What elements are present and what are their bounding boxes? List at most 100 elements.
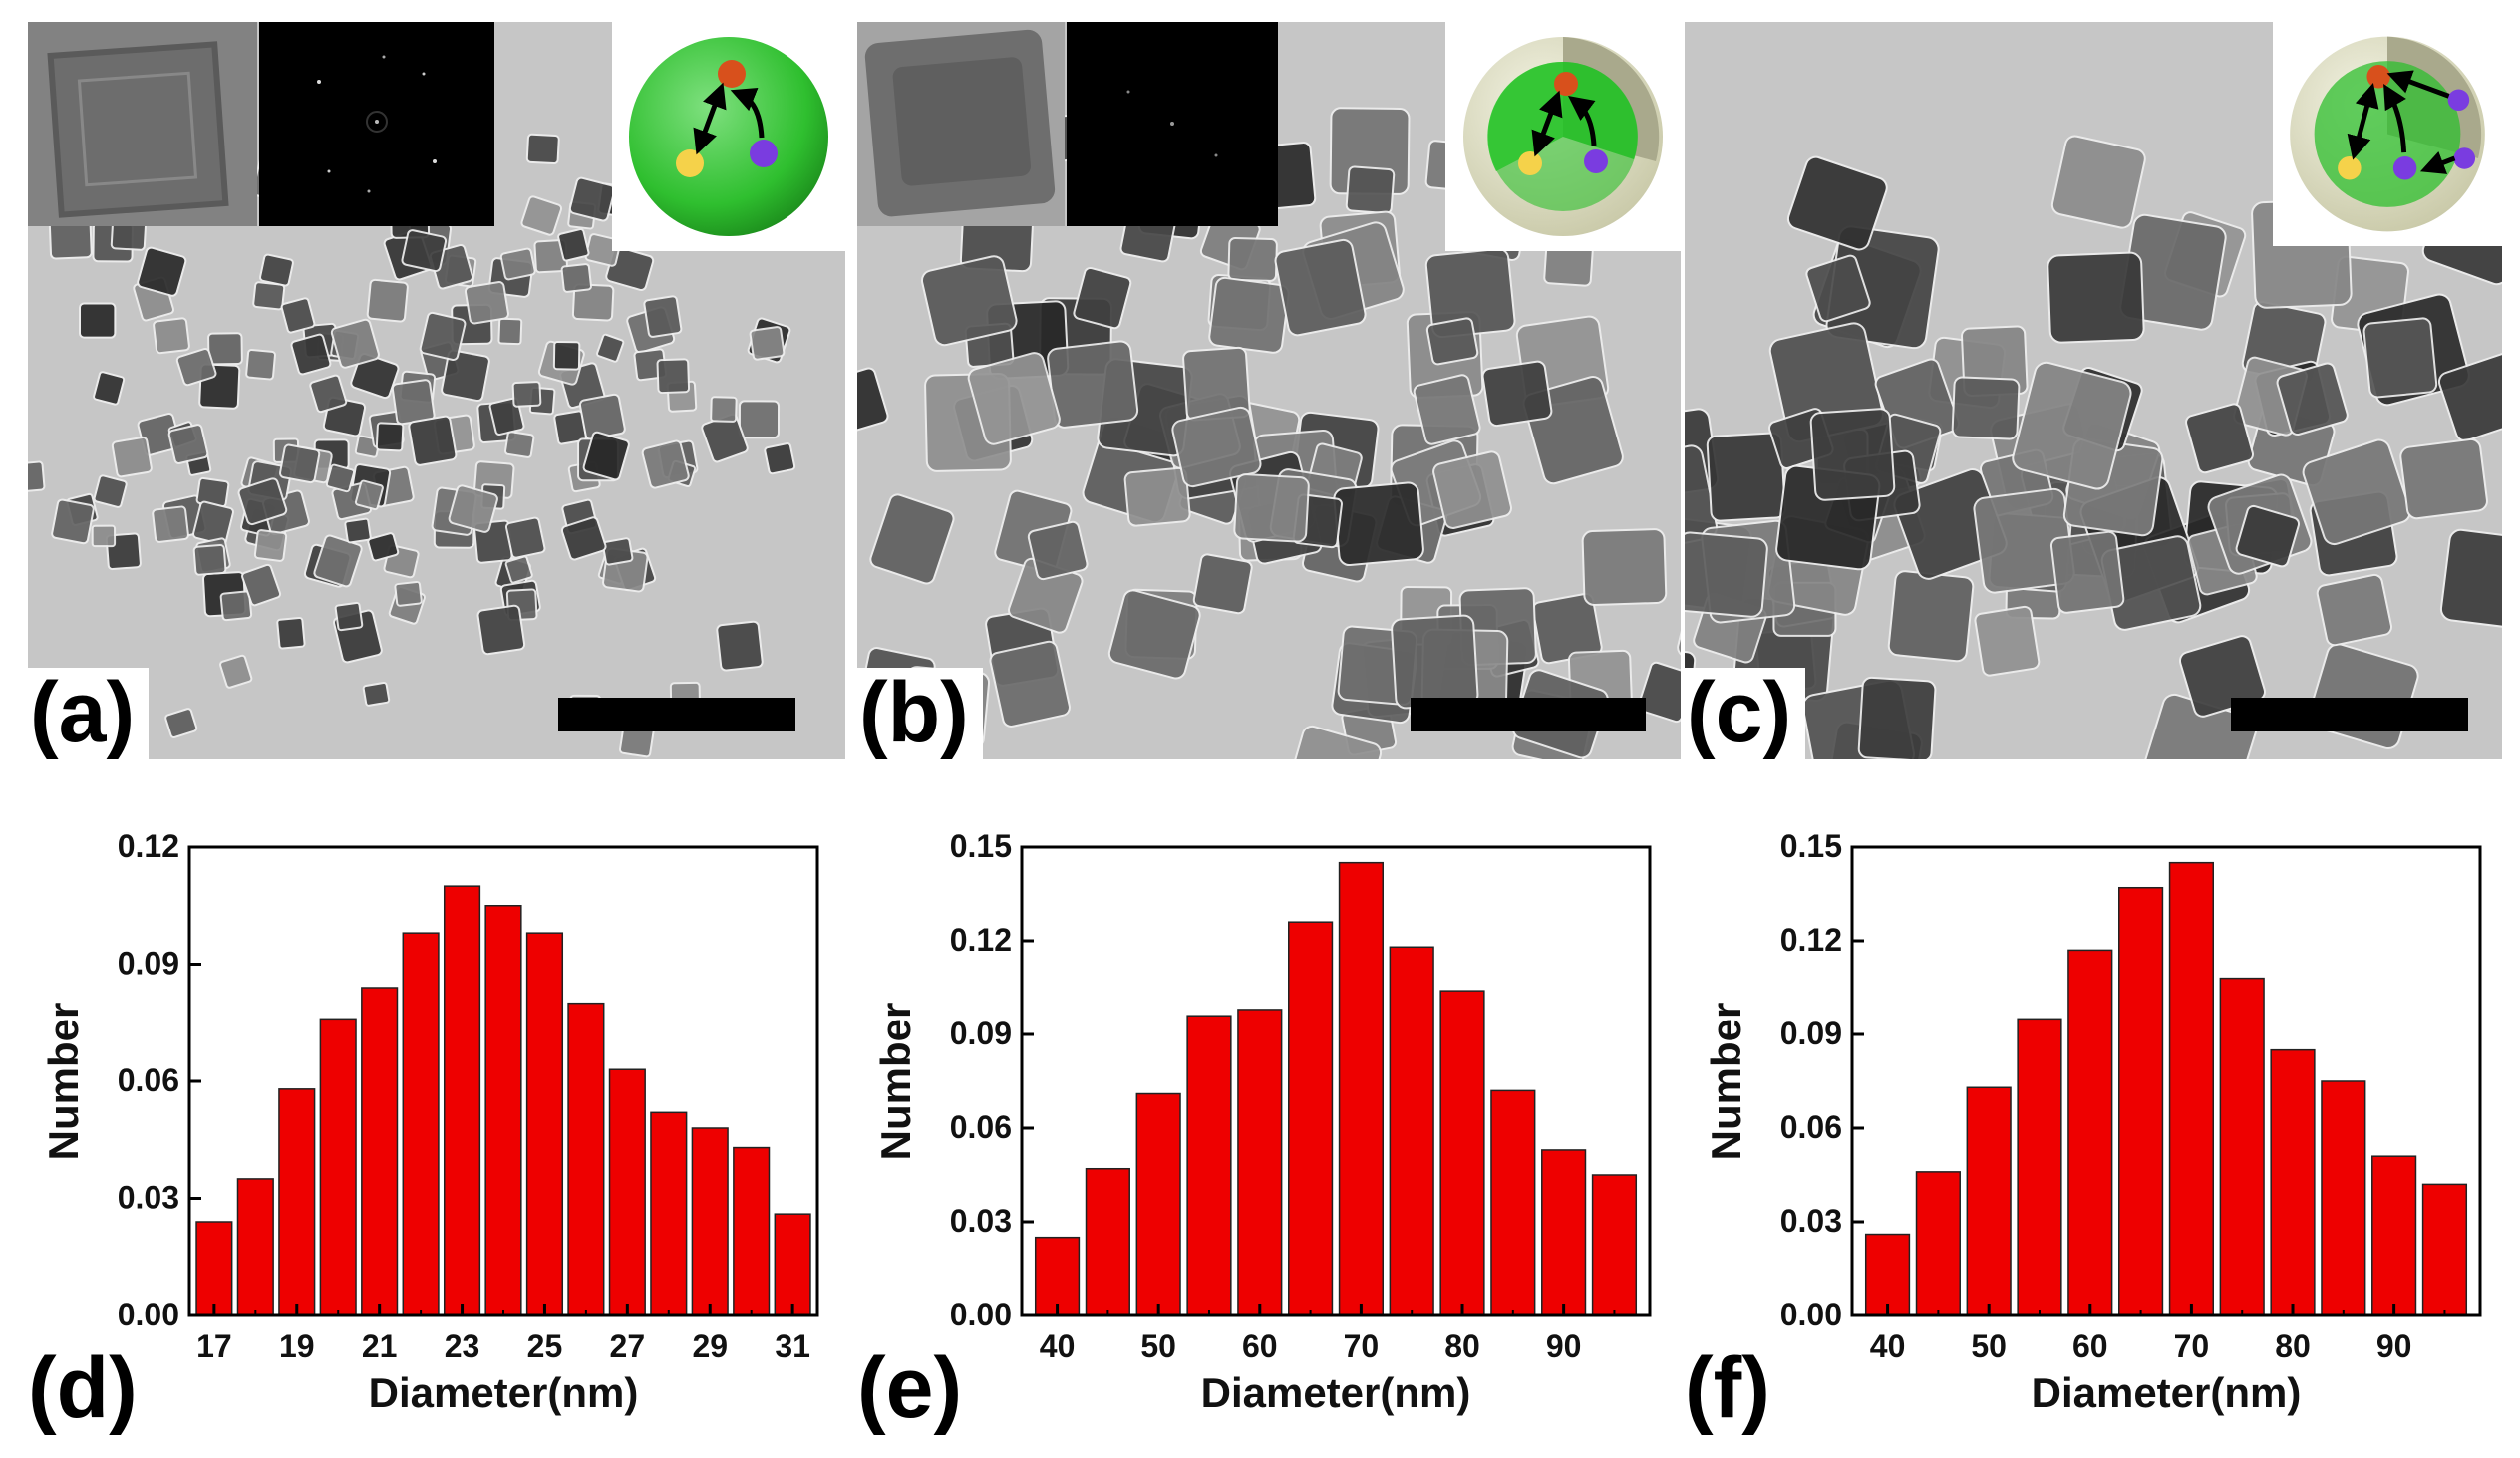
nanoparticle [2437,352,2502,442]
nanoparticle [1413,374,1481,445]
nanoparticle [237,477,288,526]
nanoparticle [596,333,625,363]
nanoparticle [568,176,616,222]
y-axis-label: Number [872,1003,919,1161]
histogram-bar [2017,1018,2062,1316]
histogram-bar [1034,1236,1081,1316]
histogram-bar [1915,1171,1961,1316]
yellow-dot [2338,156,2362,180]
nanoparticle [1887,570,1975,663]
nanoparticle [391,379,436,426]
histogram-bar [2321,1080,2366,1316]
histogram-bar [1288,921,1334,1316]
x-tick-label: 23 [445,1328,480,1364]
nanoparticle [309,374,348,414]
migration-arrow [730,87,765,139]
diffraction-inset-a [259,22,494,226]
y-axis-label: Number [40,1003,87,1161]
nanoparticle [2399,437,2488,520]
y-tick-label: 0.15 [1780,828,1842,864]
histogram-bar [774,1213,811,1316]
x-axis-label: Diameter(nm) [2032,1369,2302,1416]
histogram-bar [2168,861,2215,1316]
nanoparticle [1951,376,2021,440]
histogram-bar [567,1002,605,1316]
nanoparticle [656,358,691,395]
nanoparticle [164,708,198,738]
x-tick-label: 70 [1344,1328,1380,1364]
x-tick-label: 29 [692,1328,728,1364]
nanoparticle [330,318,380,369]
x-tick-label: 31 [775,1328,810,1364]
y-tick-label: 0.06 [950,1109,1012,1145]
y-tick-label: 0.06 [118,1062,179,1098]
nanoparticle [1809,408,1896,501]
nanoparticle [552,340,581,371]
nanoparticle [219,654,253,689]
scale-bar-c [2231,698,2468,731]
y-tick-label: 0.03 [950,1203,1012,1239]
histogram-bar [733,1146,771,1316]
nanoparticle [749,326,786,361]
nanoparticle [1027,520,1089,581]
x-tick-label: 25 [527,1328,563,1364]
nanoparticle [51,498,95,545]
x-tick-label: 17 [196,1328,232,1364]
nanoparticle [241,563,282,607]
yellow-dot [1518,151,1542,175]
nanoparticle [1432,450,1512,529]
nanoparticle [1391,614,1479,710]
histogram-bar [236,1178,274,1316]
nanoparticle [253,529,288,562]
hrtem-inset-b [857,22,1065,226]
nanoparticle [1637,661,1681,724]
histogram-bar [1591,1174,1638,1316]
nanoparticle [153,317,190,355]
hrtem-inset-a [28,22,257,226]
nanoparticle [557,228,590,262]
y-tick-label: 0.09 [950,1016,1012,1051]
nanoparticle [408,415,458,466]
orange-dot [1554,72,1578,96]
nanoparticle [375,422,405,452]
y-tick-label: 0.12 [1780,922,1842,958]
x-tick-label: 90 [1546,1328,1582,1364]
nanoparticle [366,278,409,323]
nanoparticle [601,537,634,566]
nanoparticle [93,474,128,508]
nanoparticle [1208,276,1290,354]
panel-label-b: (b) [857,668,983,759]
nanoparticle [280,297,316,334]
nanoparticle [643,295,683,338]
nanoparticle [857,367,889,436]
nanoparticle [1786,155,1888,251]
y-tick-label: 0.09 [1780,1016,1842,1051]
x-tick-label: 60 [1242,1328,1278,1364]
orange-dot [2366,65,2390,89]
y-tick-label: 0.15 [950,828,1012,864]
x-tick-label: 90 [2376,1328,2412,1364]
histogram-e: 0.00 0.03 0.06 0.09 0.12 0.15 40 50 60 70 80 90 Diam… [872,828,1652,1416]
nanoparticle [219,590,253,622]
x-tick-label: 60 [2072,1328,2108,1364]
nanoparticle [1333,481,1424,567]
y-tick-label: 0.09 [118,946,179,982]
x-tick-label: 80 [2275,1328,2311,1364]
scale-bar-a [558,698,795,731]
nanoparticle [2302,438,2411,546]
nanoparticle [334,601,364,632]
histogram-bar [1541,1149,1587,1316]
schematic-inset-b [1445,22,1681,251]
nanoparticle [571,283,615,322]
nanoparticle [1282,725,1383,759]
exchange-arrow [693,82,727,155]
plot-frame [1850,845,2482,1317]
nanoparticle [2439,528,2502,631]
histogram-d: 0.00 0.03 0.06 0.09 0.12 17 19 21 23 25 27 29 31 Diam… [40,828,819,1416]
panel-label-d: (d) [28,1340,138,1436]
histogram-bar [2219,977,2265,1316]
nanoparticle [2047,251,2145,344]
panel-label-c: (c) [1685,668,1806,759]
purple-dot-shell [2447,89,2470,112]
nanoparticle [1685,531,1768,618]
